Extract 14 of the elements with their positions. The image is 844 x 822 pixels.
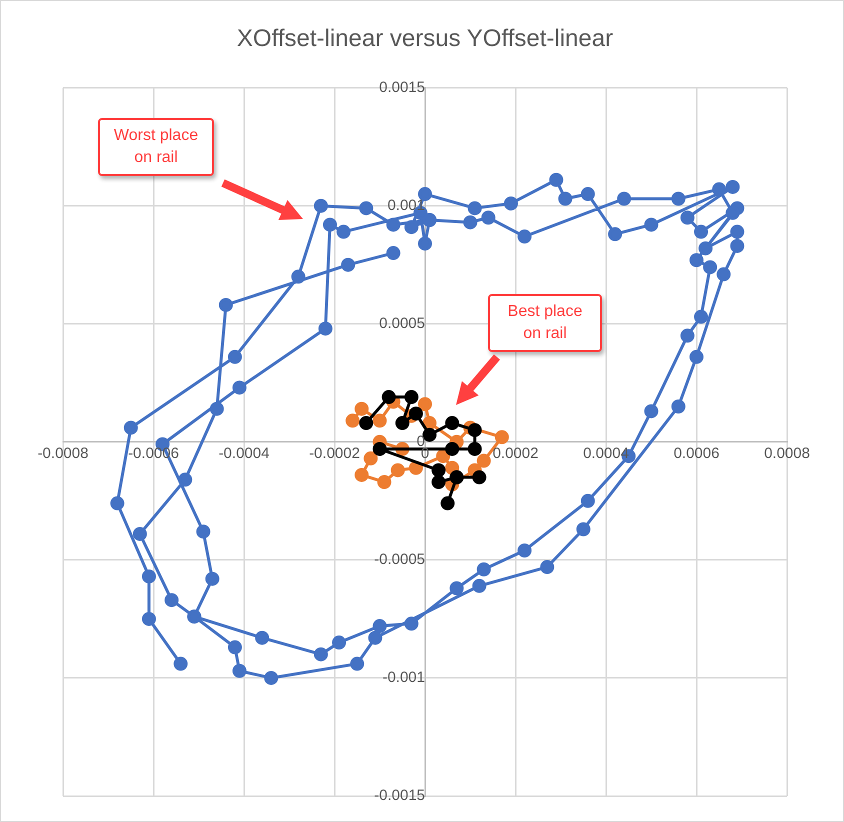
y-tick-label: 0.0015 (379, 78, 425, 96)
y-tick-label: 0.0005 (379, 315, 425, 332)
x-tick-label: -0.0002 (309, 445, 360, 462)
x-tick-label: 0.0008 (764, 445, 810, 462)
y-tick-label: -0.0005 (374, 551, 425, 568)
x-tick-label: -0.0008 (38, 445, 88, 462)
annotation: Best place on rail (488, 294, 602, 352)
x-tick-label: 0.0002 (492, 445, 538, 462)
y-tick-label: -0.001 (382, 669, 425, 686)
y-tick-label: -0.0015 (374, 787, 425, 804)
x-tick-label: -0.0004 (218, 445, 270, 462)
chart-title: XOffset-linear versus YOffset-linear (236, 25, 614, 52)
x-tick-label: 0.0006 (674, 445, 720, 462)
annotation: Worst place on rail (98, 118, 214, 176)
